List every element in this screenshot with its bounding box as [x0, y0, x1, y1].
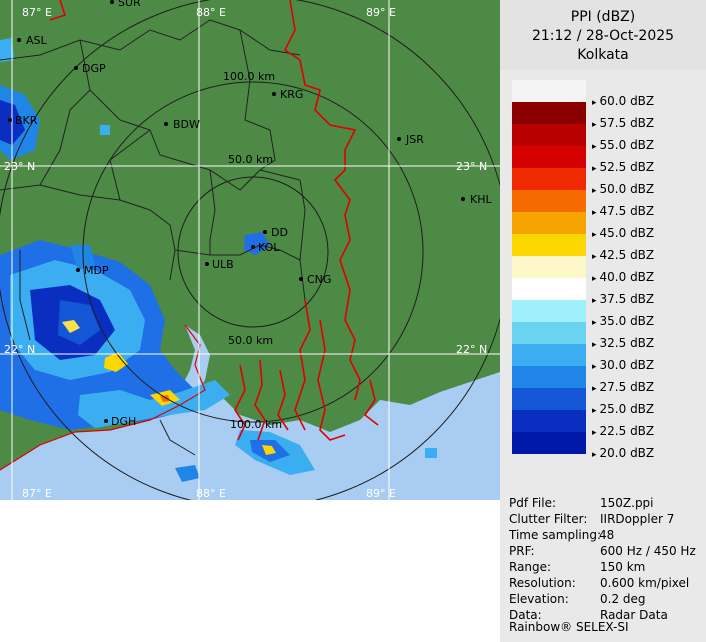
- place-label: ULB: [212, 258, 234, 271]
- info-value: 0.600 km/pixel: [600, 576, 690, 590]
- legend-label: 22.5 dBZ: [592, 424, 655, 438]
- info-key: Resolution:: [509, 576, 576, 590]
- legend-label: 45.0 dBZ: [592, 226, 655, 240]
- legend-swatch: [512, 124, 586, 146]
- info-value: IIRDoppler 7: [600, 512, 675, 526]
- place-label: KHL: [470, 193, 492, 206]
- lat-label: 22° N: [4, 343, 35, 356]
- lon-label: 88° E: [196, 487, 226, 500]
- legend-swatch: [512, 256, 586, 278]
- vendor-footer: Rainbow® SELEX-SI: [509, 620, 629, 634]
- product-datetime: 21:12 / 28-Oct-2025: [531, 28, 675, 44]
- lon-label: 87° E: [22, 487, 52, 500]
- range-label: 50.0 km: [228, 334, 273, 347]
- legend-swatch: [512, 278, 586, 300]
- place-label: DGH: [111, 415, 136, 428]
- legend-label: 52.5 dBZ: [592, 160, 655, 174]
- legend-label: 30.0 dBZ: [592, 358, 655, 372]
- place-label: KOL: [258, 241, 280, 254]
- lon-label: 87° E: [22, 6, 52, 19]
- place-label: MDP: [84, 264, 109, 277]
- place-label: DGP: [82, 62, 106, 75]
- lat-label: 23° N: [456, 160, 487, 173]
- place-label: JSR: [405, 133, 424, 146]
- legend-swatch: [512, 322, 586, 344]
- legend-label: 55.0 dBZ: [592, 138, 655, 152]
- lon-label: 89° E: [366, 487, 396, 500]
- legend-swatch: [512, 146, 586, 168]
- legend-label: 40.0 dBZ: [592, 270, 655, 284]
- legend-swatch: [512, 102, 586, 124]
- info-value: 0.2 deg: [600, 592, 646, 606]
- legend-label: 35.0 dBZ: [592, 314, 655, 328]
- international-border: [49, 0, 379, 441]
- radar-echoes: [0, 38, 437, 482]
- radar-map-svg: 23° N 23° N 22° N 22° N 87° E 88° E 89° …: [0, 0, 510, 509]
- estuary: [180, 325, 210, 395]
- legend-label: 57.5 dBZ: [592, 116, 655, 130]
- place-label: CNG: [307, 273, 331, 286]
- legend-swatch: [512, 168, 586, 190]
- grid-labels: 23° N 23° N 22° N 22° N 87° E 88° E 89° …: [4, 6, 487, 500]
- place-label: ASL: [26, 34, 48, 47]
- legend-swatch: [512, 388, 586, 410]
- legend-swatch: [512, 432, 586, 454]
- range-labels: 100.0 km 50.0 km 50.0 km 100.0 km: [223, 70, 282, 431]
- info-key: Pdf File:: [509, 496, 557, 510]
- place-label: DD: [271, 226, 288, 239]
- info-value: 150 km: [600, 560, 646, 574]
- legend-label: 37.5 dBZ: [592, 292, 655, 306]
- product-title: PPI (dBZ): [570, 9, 636, 25]
- legend-label: 60.0 dBZ: [592, 94, 655, 108]
- legend-swatch: [512, 212, 586, 234]
- legend-label: 20.0 dBZ: [592, 446, 655, 460]
- coastline: [0, 324, 206, 471]
- range-label: 50.0 km: [228, 153, 273, 166]
- info-key: PRF:: [509, 544, 535, 558]
- info-value: 48: [599, 528, 615, 542]
- legend-label: 47.5 dBZ: [592, 204, 655, 218]
- place-label: KRG: [280, 88, 303, 101]
- legend-swatch: [512, 366, 586, 388]
- info-key: Clutter Filter:: [509, 512, 588, 526]
- info-key: Range:: [509, 560, 552, 574]
- station-name: Kolkata: [577, 47, 629, 63]
- color-legend: 60.0 dBZ 57.5 dBZ 55.0 dBZ 52.5 dBZ 50.0 dBZ…: [512, 70, 654, 490]
- legend-label: 50.0 dBZ: [592, 182, 655, 196]
- info-key: Data:: [509, 608, 542, 622]
- legend-swatch: [512, 234, 586, 256]
- place-label: BDW: [173, 118, 200, 131]
- legend-label: 25.0 dBZ: [592, 402, 655, 416]
- legend-swatch: [512, 300, 586, 322]
- product-header: PPI (dBZ) 21:12 / 28-Oct-2025 Kolkata: [500, 0, 706, 70]
- place-markers: ASL DGP BDW KRG JSR KHL DD KOL ULB CNG M…: [8, 0, 492, 428]
- legend-swatch: [512, 344, 586, 366]
- legend-swatch: [512, 80, 586, 102]
- place-label: BKR: [15, 114, 38, 127]
- latlon-grid: [0, 0, 500, 500]
- lon-label: 88° E: [196, 6, 226, 19]
- info-value: 600 Hz / 450 Hz: [600, 544, 696, 558]
- info-value: 150Z.ppi: [600, 496, 654, 510]
- place-label: SUR: [118, 0, 141, 9]
- legend-swatch: [512, 190, 586, 212]
- range-label: 100.0 km: [223, 70, 275, 83]
- info-key: Time sampling:: [509, 528, 602, 542]
- lon-label: 89° E: [366, 6, 396, 19]
- range-label: 100.0 km: [230, 418, 282, 431]
- radar-map: 23° N 23° N 22° N 22° N 87° E 88° E 89° …: [0, 0, 510, 509]
- legend-swatch: [512, 410, 586, 432]
- lat-label: 23° N: [4, 160, 35, 173]
- info-value: Radar Data: [600, 608, 668, 622]
- lat-label: 22° N: [456, 343, 487, 356]
- info-key: Elevation:: [509, 592, 569, 606]
- legend-label: 32.5 dBZ: [592, 336, 655, 350]
- legend-label: 42.5 dBZ: [592, 248, 655, 262]
- legend-label: 27.5 dBZ: [592, 380, 655, 394]
